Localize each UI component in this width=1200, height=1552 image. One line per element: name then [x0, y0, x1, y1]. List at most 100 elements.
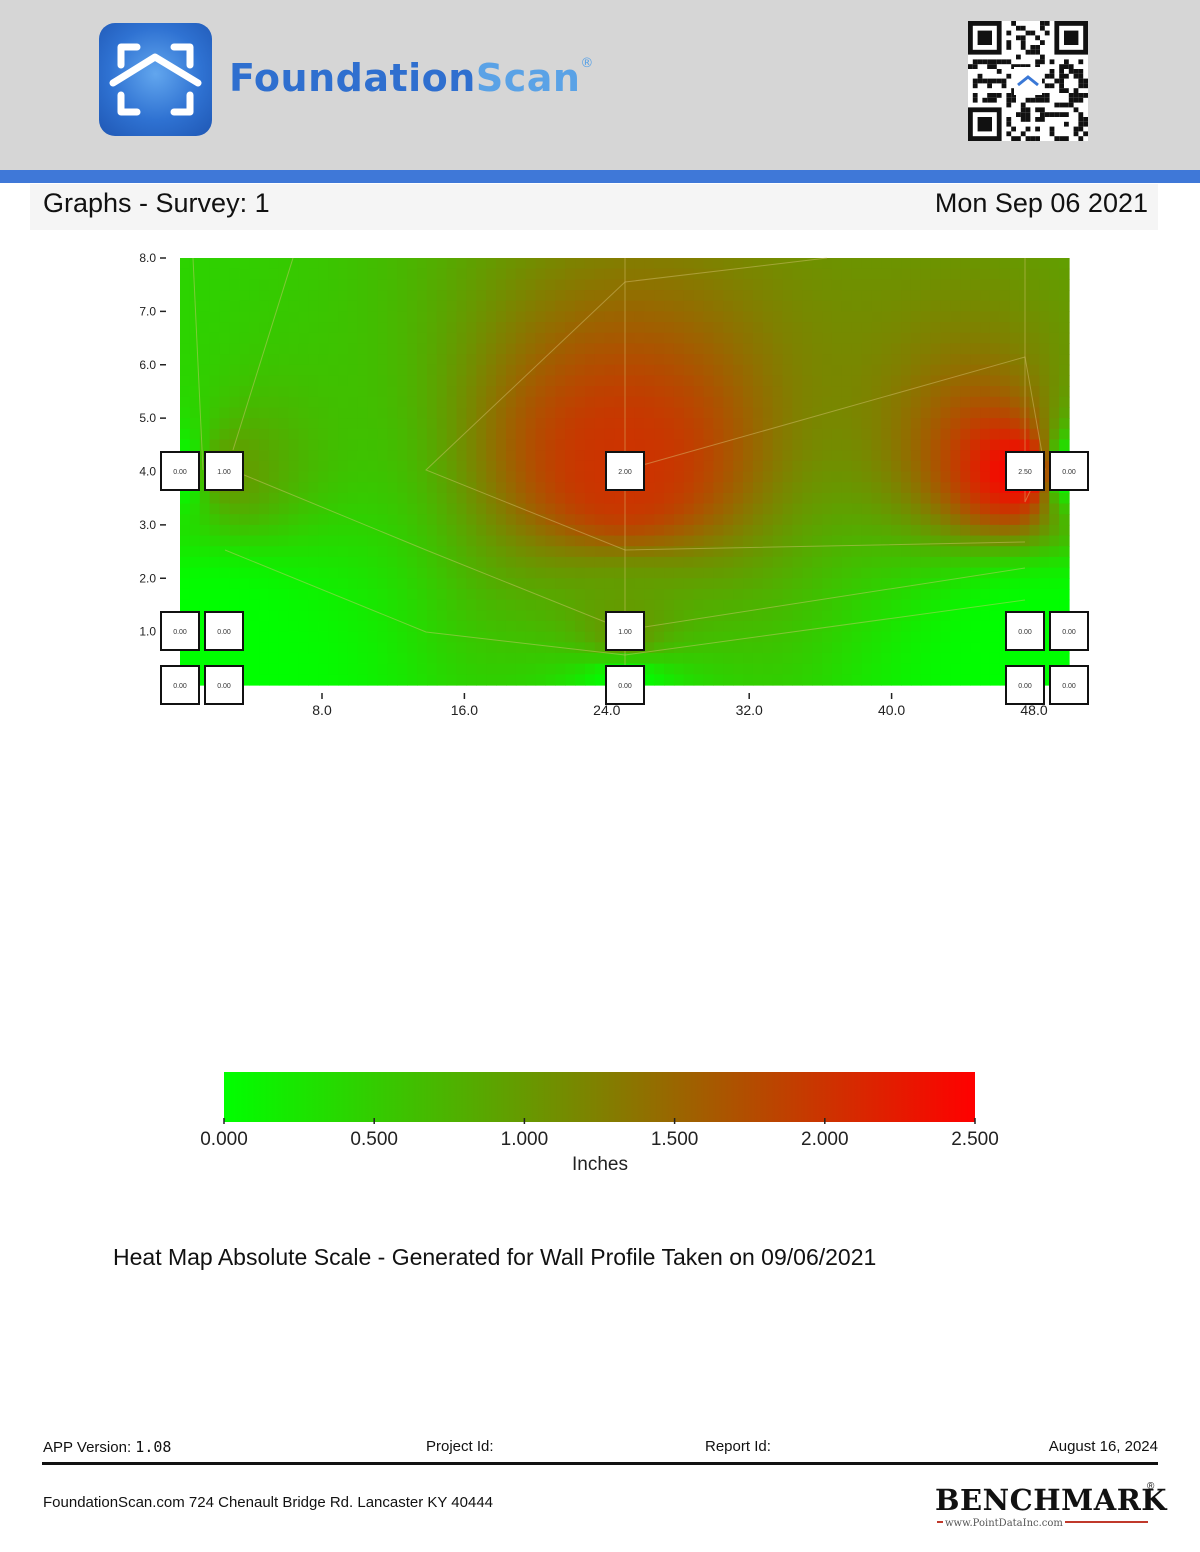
heatmap-cell: [417, 290, 428, 302]
heatmap-cell: [861, 364, 873, 377]
heatmap-cell: [584, 375, 596, 387]
heatmap-cell: [604, 258, 616, 270]
heatmap-cell: [575, 514, 586, 526]
heatmap-cell: [565, 332, 576, 345]
heatmap-cell: [486, 503, 497, 515]
heatmap-cell: [822, 610, 833, 622]
heatmap-cell: [891, 663, 902, 675]
heatmap-cell: [584, 620, 596, 633]
heatmap-cell: [1019, 567, 1031, 579]
heatmap-cell: [288, 642, 300, 654]
heatmap-cell: [703, 375, 714, 387]
heatmap-cell: [851, 386, 863, 398]
heatmap-cell: [1019, 578, 1031, 590]
heatmap-cell: [505, 492, 517, 505]
heatmap-cell: [822, 343, 833, 355]
heatmap-cell: [713, 364, 724, 377]
heatmap-cell: [308, 290, 319, 302]
heatmap-cell: [792, 674, 803, 686]
heatmap-cell: [644, 428, 655, 441]
heatmap-cell: [575, 578, 586, 590]
heatmap-cell: [347, 290, 359, 302]
heatmap-cell: [772, 578, 784, 590]
heatmap-cell: [782, 482, 794, 494]
heatmap-cell: [417, 343, 428, 355]
heatmap-cell: [851, 535, 863, 547]
heatmap-cell: [555, 546, 566, 558]
heatmap-cell: [861, 663, 873, 675]
heatmap-cell: [831, 343, 843, 355]
heatmap-cell: [565, 364, 576, 377]
heatmap-cell: [901, 407, 912, 419]
heatmap-cell: [762, 322, 774, 334]
heatmap-cell: [278, 620, 290, 633]
heatmap-cell: [743, 428, 754, 441]
heatmap-cell: [515, 610, 527, 622]
heatmap-cell: [278, 322, 290, 334]
heatmap-cell: [930, 620, 942, 633]
heatmap-cell: [397, 642, 408, 654]
heatmap-cell: [772, 610, 784, 622]
heatmap-cell: [980, 268, 991, 280]
measurement-box: [1049, 665, 1089, 705]
heatmap-cell: [505, 514, 517, 526]
heatmap-cell: [871, 354, 882, 366]
heatmap-cell: [199, 364, 211, 377]
heatmap-cell: [189, 396, 201, 409]
heatmap-cell: [792, 279, 803, 291]
heatmap-cell: [505, 642, 517, 654]
heatmap-cell: [743, 407, 754, 419]
heatmap-cell: [644, 482, 655, 494]
heatmap-cell: [486, 578, 497, 590]
heatmap-cell: [298, 290, 310, 302]
heatmap-cell: [930, 450, 942, 462]
heatmap-cell: [545, 386, 556, 398]
heatmap-cell: [733, 418, 744, 430]
heatmap-cell: [298, 332, 310, 345]
heatmap-cell: [397, 418, 408, 430]
heatmap-cell: [199, 407, 211, 419]
y-tick-label: 2.0: [139, 571, 156, 585]
heatmap-cell: [831, 300, 843, 312]
heatmap-cell: [486, 471, 497, 483]
heatmap-cell: [446, 354, 458, 366]
heatmap-cell: [466, 503, 477, 515]
heatmap-cell: [357, 332, 369, 345]
heatmap-cell: [338, 663, 349, 675]
heatmap-cell: [308, 556, 319, 569]
heatmap-cell: [357, 418, 369, 430]
heatmap-cell: [841, 503, 853, 515]
heatmap-cell: [802, 386, 813, 398]
heatmap-cell: [466, 450, 477, 462]
heatmap-cell: [664, 460, 675, 473]
heatmap-cell: [594, 674, 606, 686]
heatmap-cell: [189, 492, 201, 505]
heatmap-cell: [772, 300, 784, 312]
heatmap-cell: [861, 354, 873, 366]
heatmap-cell: [752, 332, 764, 345]
heatmap-cell: [268, 471, 280, 483]
heatmap-cell: [338, 524, 349, 537]
heatmap-cell: [545, 290, 556, 302]
heatmap-cell: [891, 578, 902, 590]
heatmap-cell: [288, 556, 300, 569]
heatmap-cell: [407, 268, 418, 280]
heatmap-cell: [1009, 396, 1021, 409]
heatmap-cell: [881, 258, 892, 270]
heatmap-cell: [259, 556, 270, 569]
heatmap-cell: [831, 567, 843, 579]
brand-name-part1: Foundation: [229, 56, 476, 100]
heatmap-cell: [644, 407, 655, 419]
heatmap-cell: [762, 514, 774, 526]
heatmap-cell: [357, 290, 369, 302]
heatmap-cell: [347, 428, 359, 441]
heatmap-cell: [960, 354, 971, 366]
heatmap-cell: [338, 642, 349, 654]
heatmap-cell: [851, 322, 863, 334]
heatmap-cell: [713, 332, 724, 345]
heatmap-cell: [387, 396, 398, 409]
heatmap-cell: [278, 375, 290, 387]
heatmap-cell: [930, 343, 942, 355]
heatmap-cell: [1059, 439, 1070, 451]
heatmap-cell: [249, 258, 260, 270]
